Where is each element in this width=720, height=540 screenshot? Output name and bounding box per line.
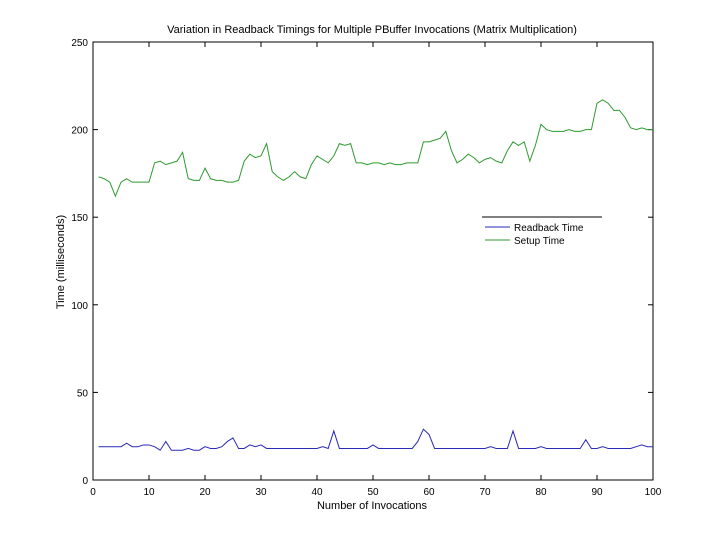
legend: Readback Time Setup Time [482,216,602,251]
x-tick-label: 70 [479,487,491,498]
x-tick-label: 0 [90,487,96,498]
x-tick-label: 60 [423,487,435,498]
x-tick-label: 10 [143,487,155,498]
legend-label: Readback Time [514,223,584,234]
series-layer [98,99,653,451]
x-tick-label: 30 [255,487,267,498]
legend-label: Setup Time [514,236,565,247]
series-line-readback-time [98,428,653,451]
y-tick-label: 50 [77,388,89,399]
y-tick-label: 100 [71,301,88,312]
y-axis-label: Time (milliseconds) [55,215,67,309]
x-tick-label: 100 [645,487,662,498]
x-axis-label: Number of Invocations [317,500,428,512]
legend-box [482,217,602,251]
chart-title: Variation in Readback Timings for Multip… [167,24,577,36]
y-tick-label: 150 [71,213,88,224]
series-line-setup-time [98,99,653,198]
y-tick-label: 250 [71,38,88,49]
y-tick-label: 200 [71,126,88,137]
axis-ticks: 0 10 20 30 40 50 60 70 80 90 100 0 50 100 150 200 250 [71,38,661,498]
x-tick-label: 40 [311,487,323,498]
x-tick-label: 90 [591,487,603,498]
plot-area [92,41,654,481]
x-tick-label: 80 [535,487,547,498]
y-tick-label: 0 [82,476,88,487]
x-tick-label: 20 [199,487,211,498]
x-tick-label: 50 [367,487,379,498]
